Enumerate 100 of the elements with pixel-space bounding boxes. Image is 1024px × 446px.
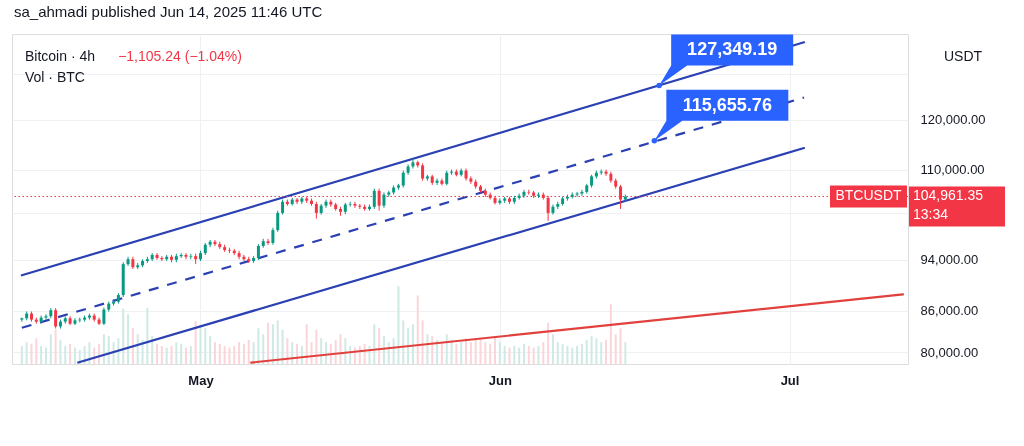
candlestick xyxy=(377,188,381,212)
bar xyxy=(170,346,173,364)
bar xyxy=(281,329,284,364)
bar xyxy=(320,338,323,364)
candlestick xyxy=(353,201,357,209)
bar xyxy=(267,322,270,364)
bar xyxy=(580,343,583,364)
bar xyxy=(49,334,52,364)
bar xyxy=(440,342,443,364)
annotation: 115,655.76 xyxy=(682,94,772,115)
bar xyxy=(571,347,574,364)
bar xyxy=(59,339,62,364)
bar xyxy=(247,339,250,364)
bar xyxy=(305,324,308,364)
bar xyxy=(402,320,405,364)
bar xyxy=(465,338,468,364)
bar xyxy=(527,346,530,364)
bar xyxy=(276,320,279,364)
annotation: 127,349.19 xyxy=(687,39,778,60)
bar xyxy=(566,346,569,364)
bar xyxy=(392,338,395,364)
x-tick-label: May xyxy=(188,372,215,388)
candlestick xyxy=(580,189,584,197)
candlestick xyxy=(604,169,608,177)
bar xyxy=(344,338,347,364)
bar xyxy=(455,343,458,364)
bar xyxy=(69,343,72,364)
bar xyxy=(576,346,579,364)
ref-line-label: 104,961.35 xyxy=(913,187,984,204)
chart-title: Vol · BTC xyxy=(25,69,85,85)
bar xyxy=(373,324,376,364)
x-tick-label: Jul xyxy=(780,372,800,388)
y-tick-label: 94,000.00 xyxy=(920,252,979,268)
bar xyxy=(44,347,47,364)
candlestick xyxy=(372,188,376,210)
bar xyxy=(542,342,545,364)
bar xyxy=(228,347,231,364)
bar xyxy=(503,346,506,364)
bar xyxy=(479,338,482,364)
bar xyxy=(411,324,414,364)
bar xyxy=(122,308,125,364)
candlestick xyxy=(411,158,415,170)
bar xyxy=(73,347,76,364)
bar xyxy=(421,320,424,364)
bar xyxy=(112,342,115,364)
bar xyxy=(609,304,612,364)
bar xyxy=(445,334,448,364)
candlestick xyxy=(184,252,188,260)
bar xyxy=(209,335,212,364)
candlestick xyxy=(44,313,48,321)
candlestick xyxy=(266,238,270,246)
bar xyxy=(484,342,487,364)
bar xyxy=(590,335,593,364)
candlestick xyxy=(469,175,473,185)
bar xyxy=(160,346,163,364)
bar xyxy=(518,347,521,364)
annotation: BTCUSDT xyxy=(835,187,902,204)
bar xyxy=(184,347,187,364)
bar xyxy=(286,338,289,364)
bar xyxy=(600,342,603,364)
bar xyxy=(141,339,144,364)
bar xyxy=(339,334,342,364)
candlestick xyxy=(546,195,550,222)
bar xyxy=(426,334,429,364)
bar xyxy=(537,346,540,364)
y-tick-label: 86,000.00 xyxy=(920,303,979,319)
bar xyxy=(102,334,105,364)
candlestick xyxy=(276,210,280,233)
bar xyxy=(556,342,559,364)
bar xyxy=(165,347,168,364)
bar xyxy=(35,338,38,364)
bar xyxy=(40,346,43,364)
candlestick xyxy=(575,191,579,198)
bar xyxy=(199,324,202,364)
text: Bitcoin · 4h xyxy=(25,48,96,64)
bar xyxy=(460,342,463,364)
bar xyxy=(242,343,245,364)
text: 13:34 xyxy=(913,206,949,223)
bar xyxy=(561,343,564,364)
bar xyxy=(271,324,274,364)
bar xyxy=(117,338,120,364)
bar xyxy=(252,342,255,364)
text: sa_ahmadi published Jun 14, 2025 11:46 UTC xyxy=(14,3,323,20)
candlestick xyxy=(536,191,540,199)
candlestick xyxy=(237,250,241,260)
bar xyxy=(547,322,550,364)
bar xyxy=(213,342,216,364)
x-tick-label: Jun xyxy=(488,372,512,388)
bar xyxy=(127,314,130,364)
bar xyxy=(474,339,477,364)
bar xyxy=(257,328,260,364)
bar xyxy=(146,307,149,364)
bar xyxy=(194,321,197,364)
bar xyxy=(494,335,497,364)
bar xyxy=(310,342,313,364)
bar xyxy=(498,342,501,364)
y-tick-label: 120,000.00 xyxy=(920,112,986,128)
bar xyxy=(489,343,492,364)
bar xyxy=(624,342,627,364)
bar xyxy=(508,347,511,364)
